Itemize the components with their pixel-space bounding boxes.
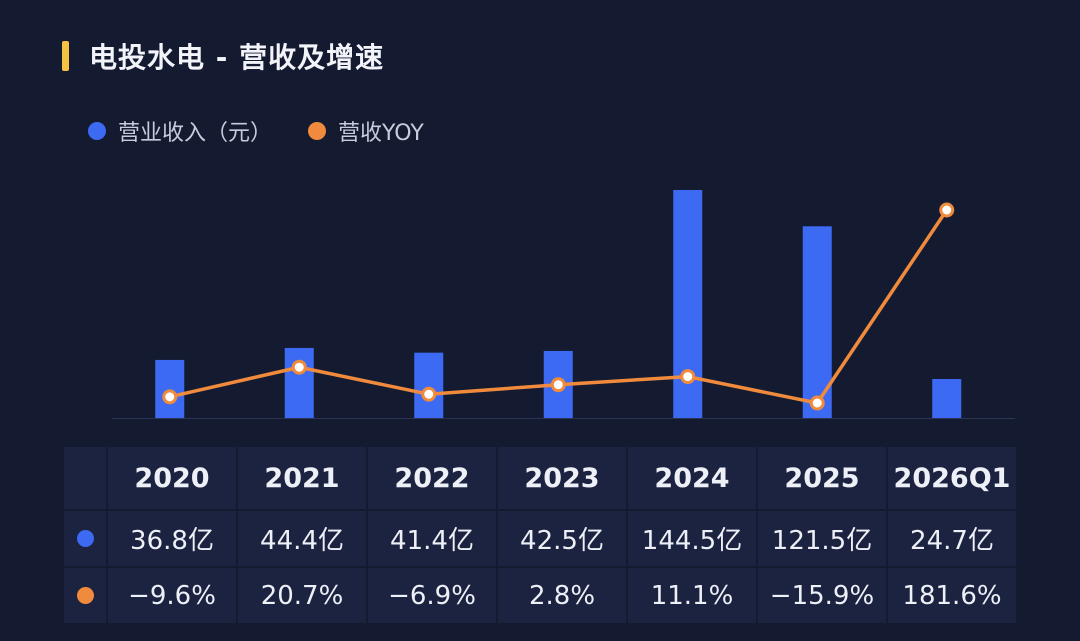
yoy-cell: 11.1% — [628, 568, 756, 623]
legend-label-revenue: 营业收入（元） — [118, 121, 273, 146]
yoy-point-2026Q1[interactable] — [939, 202, 955, 218]
legend-dot-yoy — [308, 122, 327, 140]
yoy-point-2024[interactable] — [680, 369, 696, 385]
table-header-2026Q1: 2026Q1 — [888, 447, 1016, 509]
chart-title: 电投水电 - 营收及增速 — [89, 41, 385, 74]
data-table: 2020 2021 2022 2023 2024 2025 2026Q1 36.8亿 44.4亿… — [64, 447, 1016, 623]
revenue-cell: 41.4亿 — [368, 511, 496, 566]
table-header-2025: 2025 — [758, 447, 886, 509]
legend-item-revenue[interactable]: 营业收入（元） — [88, 115, 272, 147]
yoy-cell: −9.6% — [108, 568, 236, 623]
yoy-point-2023[interactable] — [550, 377, 566, 393]
revenue-cell: 24.7亿 — [888, 511, 1016, 566]
yoy-point-2025[interactable] — [809, 395, 825, 411]
table-header-2024: 2024 — [628, 447, 756, 509]
yoy-cell: −6.9% — [368, 568, 496, 623]
title-accent-bar — [62, 41, 69, 71]
table-header-2022: 2022 — [368, 447, 496, 509]
table-header-2020: 2020 — [108, 447, 236, 509]
legend-item-yoy[interactable]: 营收YOY — [308, 115, 424, 147]
yoy-cell: −15.9% — [758, 568, 886, 623]
yoy-point-2020[interactable] — [162, 389, 178, 405]
revenue-cell: 144.5亿 — [628, 511, 756, 566]
revenue-row-marker — [64, 511, 106, 566]
yoy-row-marker — [64, 568, 106, 623]
table-corner-cell — [64, 447, 106, 509]
yoy-cell: 2.8% — [498, 568, 626, 623]
revenue-cell: 44.4亿 — [238, 511, 366, 566]
yoy-point-2022[interactable] — [421, 386, 437, 402]
legend: 营业收入（元） 营收YOY — [88, 115, 460, 147]
yoy-cell: 181.6% — [888, 568, 1016, 623]
revenue-cell: 42.5亿 — [498, 511, 626, 566]
legend-label-yoy: 营收YOY — [338, 121, 424, 146]
chart-plot-area — [112, 190, 1015, 419]
revenue-cell: 121.5亿 — [758, 511, 886, 566]
chart-title-block: 电投水电 - 营收及增速 — [62, 38, 384, 74]
revenue-dot-icon — [76, 530, 94, 547]
revenue-bar-2022[interactable] — [414, 352, 444, 418]
revenue-bar-2026Q1[interactable] — [932, 379, 962, 418]
legend-dot-revenue — [88, 122, 106, 140]
revenue-bar-2020[interactable] — [155, 359, 185, 418]
table-header-2023: 2023 — [498, 447, 626, 509]
revenue-cell: 36.8亿 — [108, 511, 236, 566]
revenue-bar-2021[interactable] — [284, 347, 314, 418]
yoy-point-2021[interactable] — [291, 359, 307, 375]
yoy-cell: 20.7% — [238, 568, 366, 623]
yoy-points — [162, 202, 955, 411]
table-header-2021: 2021 — [238, 447, 366, 509]
yoy-dot-icon — [76, 587, 94, 604]
